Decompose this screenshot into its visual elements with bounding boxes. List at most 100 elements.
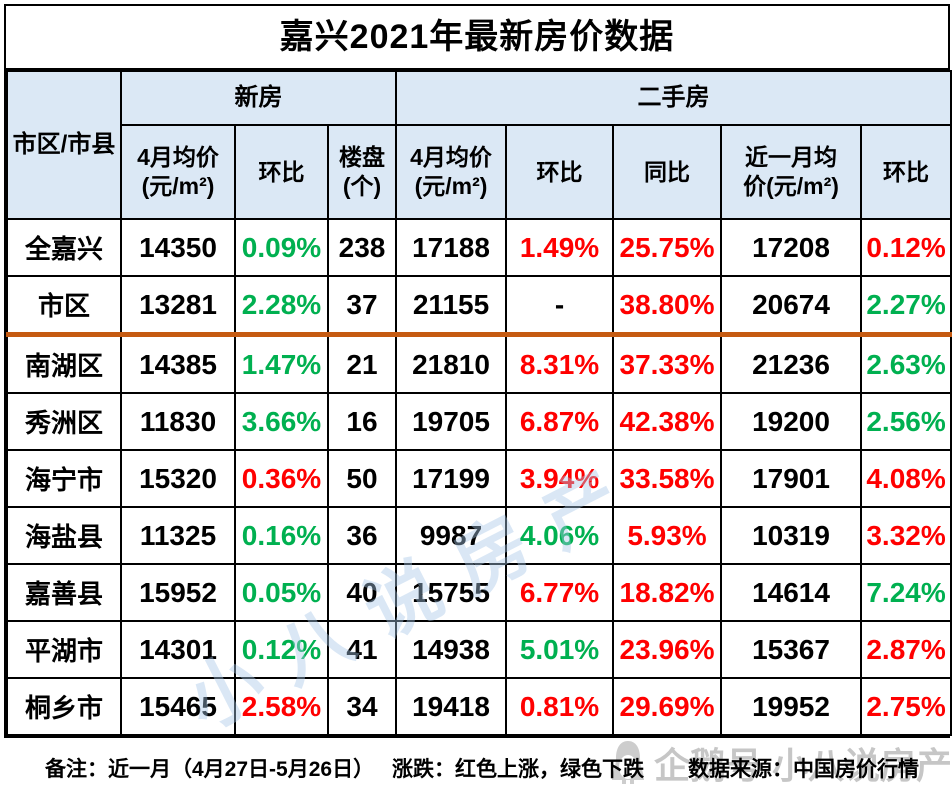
col-header-used-month-price: 近一月均 价(元/m²): [720, 124, 863, 220]
value-cell: 29.69%: [612, 677, 723, 736]
value-cell: 42.38%: [612, 392, 723, 451]
footer-note-legend: 涨跌：红色上涨，绿色下跌: [392, 758, 644, 781]
value-cell: 36: [326, 506, 398, 565]
value-cell: 41: [326, 620, 398, 679]
col-header-used-yoy: 同比: [612, 124, 723, 220]
value-cell: 13281: [120, 275, 236, 337]
value-cell: 3.66%: [234, 392, 329, 451]
value-cell: 15952: [120, 563, 236, 622]
value-cell: 8.31%: [505, 333, 615, 394]
region-cell: 全嘉兴: [6, 218, 122, 277]
value-cell: 0.36%: [234, 449, 329, 508]
col-header-new-count: 楼盘 (个): [326, 124, 398, 220]
group-header-new: 新房: [119, 70, 398, 126]
value-cell: 23.96%: [612, 620, 723, 679]
value-cell: 21236: [720, 333, 863, 394]
col-header-used-mom: 环比: [505, 124, 615, 220]
table-row: 平湖市 14301 0.12% 41 14938 5.01% 23.96% 15367 2.87…: [6, 620, 952, 679]
value-cell: 5.01%: [505, 620, 615, 679]
value-cell: 4.06%: [505, 506, 615, 565]
value-cell: 2.58%: [234, 677, 329, 736]
value-cell: 14938: [395, 620, 508, 679]
value-cell: 6.77%: [505, 563, 615, 622]
value-cell: 5.93%: [612, 506, 723, 565]
value-cell: 15367: [720, 620, 863, 679]
value-cell: 37.33%: [612, 333, 723, 394]
col-header-used-month-mom: 环比: [860, 124, 952, 220]
region-cell: 海盐县: [6, 506, 122, 565]
value-cell: 25.75%: [612, 218, 723, 277]
value-cell: 15320: [120, 449, 236, 508]
region-cell: 平湖市: [6, 620, 122, 679]
value-cell: 14301: [120, 620, 236, 679]
region-cell: 海宁市: [6, 449, 122, 508]
value-cell: 19952: [720, 677, 863, 736]
table-row: 南湖区 14385 1.47% 21 21810 8.31% 37.33% 21236 2.63…: [6, 333, 952, 394]
value-cell: 2.75%: [860, 677, 952, 736]
table-row: 桐乡市 15465 2.58% 34 19418 0.81% 29.69% 19952 2.75…: [6, 677, 952, 736]
value-cell: 7.24%: [860, 563, 952, 622]
value-cell: 10319: [720, 506, 863, 565]
region-cell: 南湖区: [6, 333, 122, 394]
value-cell: 50: [326, 449, 398, 508]
value-cell: 33.58%: [612, 449, 723, 508]
table-row: 海盐县 11325 0.16% 36 9987 4.06% 5.93% 10319 3.32%: [6, 506, 952, 565]
price-table-board: 嘉兴2021年最新房价数据 市区/市县 新房 二手房 4月均价 (元/m²) 环…: [4, 4, 952, 738]
col-header-new-mom: 环比: [234, 124, 329, 220]
value-cell: 40: [326, 563, 398, 622]
value-cell: 11830: [120, 392, 236, 451]
value-cell: 0.16%: [234, 506, 329, 565]
value-cell: 20674: [720, 275, 863, 337]
value-cell: 0.12%: [234, 620, 329, 679]
value-cell: 15755: [395, 563, 508, 622]
table-row: 海宁市 15320 0.36% 50 17199 3.94% 33.58% 17901 4.08…: [6, 449, 952, 508]
value-cell: 1.47%: [234, 333, 329, 394]
value-cell: 4.08%: [860, 449, 952, 508]
value-cell: 2.63%: [860, 333, 952, 394]
value-cell: 6.87%: [505, 392, 615, 451]
value-cell: 17208: [720, 218, 863, 277]
value-cell: 2.56%: [860, 392, 952, 451]
footer-notes: 备注：近一月（4月27日-5月26日） 涨跌：红色上涨，绿色下跌 数据来源：中国…: [0, 741, 952, 796]
value-cell: 238: [326, 218, 398, 277]
value-cell: 1.49%: [505, 218, 615, 277]
table-header: 市区/市县 新房 二手房 4月均价 (元/m²) 环比 楼盘 (个) 4月均价 …: [6, 70, 952, 220]
table-row: 嘉善县 15952 0.05% 40 15755 6.77% 18.82% 14614 7.24…: [6, 563, 952, 622]
value-cell: -: [505, 275, 615, 337]
value-cell: 0.09%: [234, 218, 329, 277]
value-cell: 2.27%: [860, 275, 952, 337]
value-cell: 2.87%: [860, 620, 952, 679]
value-cell: 19418: [395, 677, 508, 736]
page-title: 嘉兴2021年最新房价数据: [6, 6, 948, 70]
region-cell: 市区: [6, 275, 122, 337]
value-cell: 37: [326, 275, 398, 337]
footer-note-period: 备注：近一月（4月27日-5月26日）: [45, 758, 375, 781]
table-row: 全嘉兴 14350 0.09% 238 17188 1.49% 25.75% 17208 0.1…: [6, 218, 952, 277]
table-row: 秀洲区 11830 3.66% 16 19705 6.87% 42.38% 19200 2.56…: [6, 392, 952, 451]
value-cell: 14614: [720, 563, 863, 622]
value-cell: 0.05%: [234, 563, 329, 622]
corner-header: 市区/市县: [6, 70, 122, 220]
value-cell: 21: [326, 333, 398, 394]
value-cell: 14350: [120, 218, 236, 277]
value-cell: 21810: [395, 333, 508, 394]
table-body: 全嘉兴 14350 0.09% 238 17188 1.49% 25.75% 17208 0.1…: [6, 218, 952, 736]
value-cell: 9987: [395, 506, 508, 565]
value-cell: 19705: [395, 392, 508, 451]
value-cell: 16: [326, 392, 398, 451]
value-cell: 11325: [120, 506, 236, 565]
col-header-used-price: 4月均价 (元/m²): [395, 124, 508, 220]
region-cell: 嘉善县: [6, 563, 122, 622]
value-cell: 15465: [120, 677, 236, 736]
value-cell: 18.82%: [612, 563, 723, 622]
value-cell: 0.12%: [860, 218, 952, 277]
table-row: 市区 13281 2.28% 37 21155-38.80% 20674 2.27%: [6, 275, 952, 337]
col-header-new-price: 4月均价 (元/m²): [120, 124, 236, 220]
value-cell: 3.94%: [505, 449, 615, 508]
group-header-used: 二手房: [395, 70, 952, 126]
value-cell: 17901: [720, 449, 863, 508]
value-cell: 17188: [395, 218, 508, 277]
value-cell: 0.81%: [505, 677, 615, 736]
value-cell: 2.28%: [234, 275, 329, 337]
value-cell: 3.32%: [860, 506, 952, 565]
